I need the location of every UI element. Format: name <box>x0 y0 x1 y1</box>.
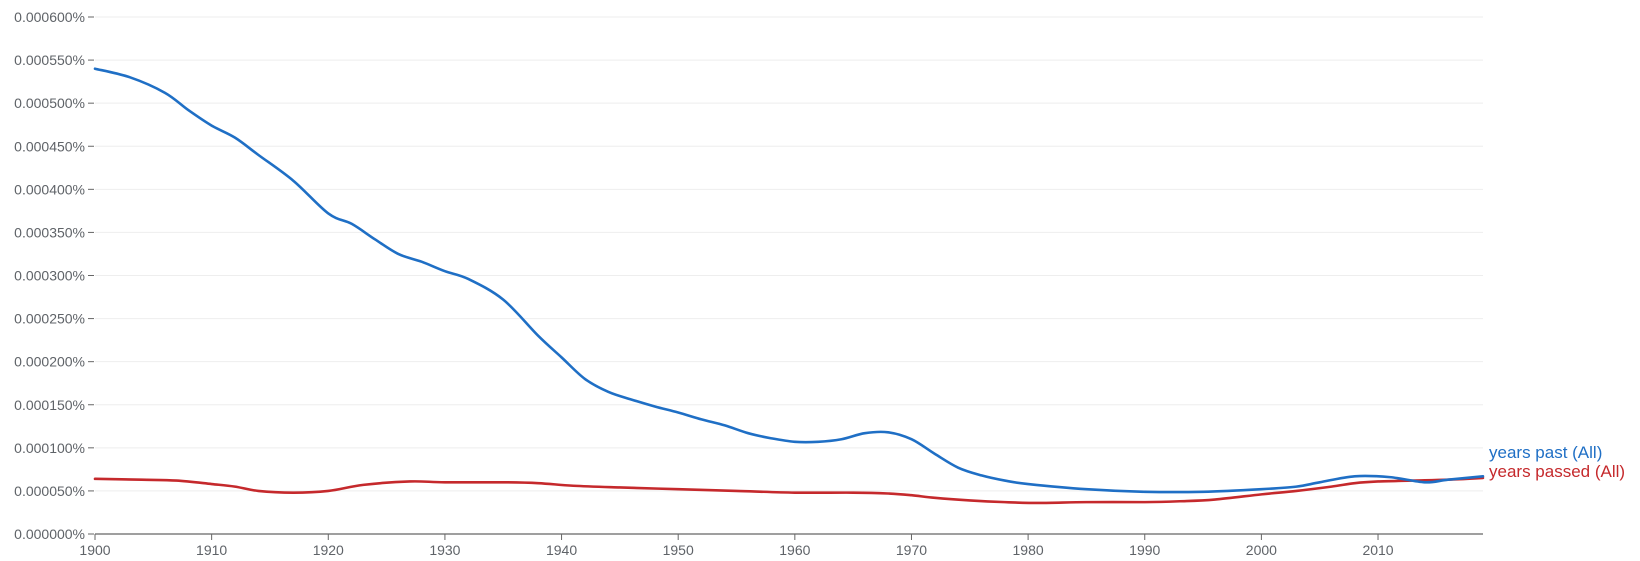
x-tick-label: 1980 <box>1013 542 1044 558</box>
x-tick-label: 1950 <box>663 542 694 558</box>
series-line-years-passed-all[interactable] <box>93 476 1485 505</box>
x-tick-label: 1990 <box>1129 542 1160 558</box>
series-lines <box>93 67 1485 505</box>
y-tick-label: 0.000200% <box>14 354 85 370</box>
y-tick-label: 0.000050% <box>14 483 85 499</box>
legend: years past (All)years passed (All) <box>1489 443 1625 481</box>
series-line-years-past-all[interactable] <box>93 67 1485 494</box>
x-tick-label: 2010 <box>1362 542 1393 558</box>
y-axis-ticks: 0.000000% 0.000050% 0.000100% 0.000150% 0.00… <box>14 9 94 542</box>
y-tick-label: 0.000400% <box>14 181 85 197</box>
y-tick-label: 0.000600% <box>14 9 85 25</box>
x-tick-label: 1970 <box>896 542 927 558</box>
y-tick-label: 0.000100% <box>14 440 85 456</box>
y-tick-label: 0.000250% <box>14 311 85 327</box>
y-tick-label: 0.000000% <box>14 526 85 542</box>
legend-label-years-past-all[interactable]: years past (All) <box>1489 443 1602 462</box>
y-tick-label: 0.000350% <box>14 224 85 240</box>
x-tick-label: 1940 <box>546 542 577 558</box>
y-tick-label: 0.000550% <box>14 52 85 68</box>
y-tick-label: 0.000150% <box>14 397 85 413</box>
x-tick-label: 1930 <box>429 542 460 558</box>
x-tick-label: 1920 <box>313 542 344 558</box>
x-tick-label: 1910 <box>196 542 227 558</box>
x-tick-label: 1900 <box>79 542 110 558</box>
x-tick-label: 1960 <box>779 542 810 558</box>
y-tick-label: 0.000450% <box>14 138 85 154</box>
x-axis-ticks: 1900 1910 1920 1930 1940 1950 1960 1970 1980 1990… <box>79 534 1394 558</box>
gridlines <box>95 16 1483 492</box>
x-tick-label: 2000 <box>1246 542 1277 558</box>
legend-label-years-passed-all[interactable]: years passed (All) <box>1489 462 1625 481</box>
y-tick-label: 0.000300% <box>14 268 85 284</box>
y-tick-label: 0.000500% <box>14 95 85 111</box>
